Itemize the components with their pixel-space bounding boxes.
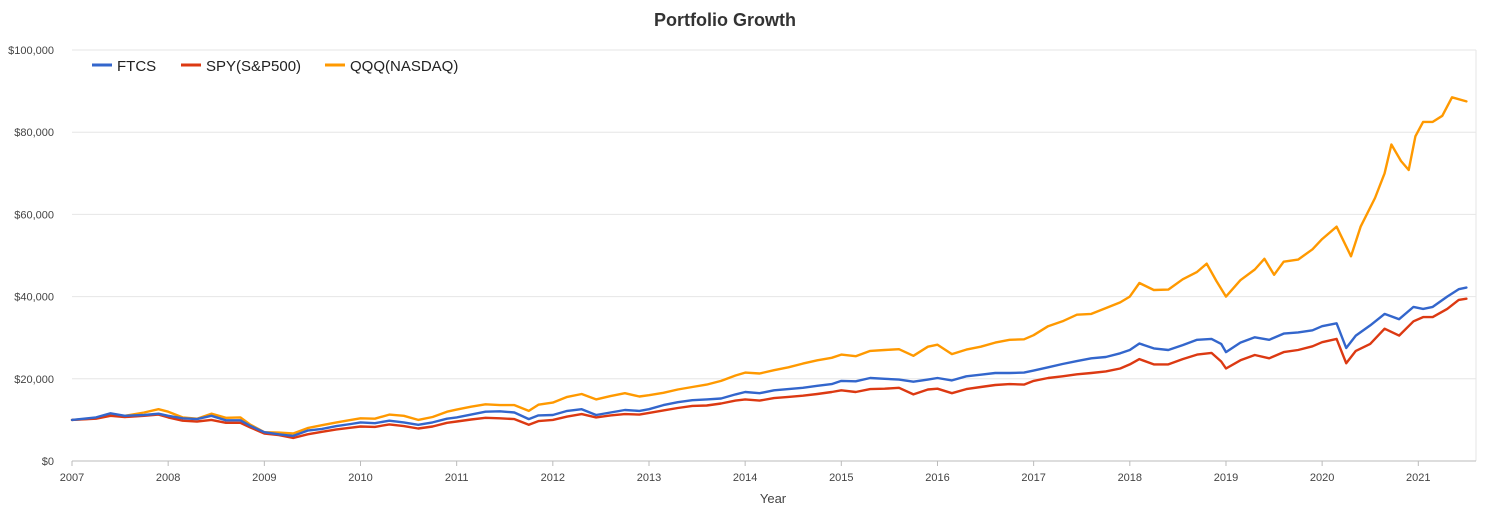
x-tick-label: 2013 — [637, 472, 661, 484]
y-tick-label: $100,000 — [8, 45, 54, 57]
y-tick-label: $0 — [42, 456, 54, 468]
x-tick-label: 2016 — [925, 472, 949, 484]
y-tick-label: $40,000 — [14, 292, 54, 304]
y-tick-label: $60,000 — [14, 209, 54, 221]
x-tick-label: 2015 — [829, 472, 853, 484]
series-lines — [70, 96, 1468, 440]
series-line-qqq-nasdaq — [70, 96, 1468, 435]
x-axis-label: Year — [760, 491, 787, 506]
y-tick-label: $80,000 — [14, 127, 54, 139]
x-tick-label: 2008 — [156, 472, 180, 484]
x-tick-label: 2014 — [733, 472, 757, 484]
x-tick-label: 2011 — [445, 472, 469, 484]
legend: FTCS SPY(S&P500) QQQ(NASDAQ) — [92, 58, 458, 75]
x-tick-label: 2012 — [541, 472, 565, 484]
series-line-ftcs — [70, 286, 1468, 438]
legend-label-ftcs: FTCS — [117, 58, 156, 75]
x-tick-label: 2020 — [1310, 472, 1334, 484]
x-tick-label: 2010 — [348, 472, 372, 484]
x-tick-label: 2009 — [252, 472, 276, 484]
y-tick-label: $20,000 — [14, 374, 54, 386]
x-tick-label: 2017 — [1021, 472, 1045, 484]
gridlines — [72, 49, 1477, 461]
legend-label-spy-s-p500: SPY(S&P500) — [206, 58, 301, 75]
series-line-spy-s-p500 — [70, 297, 1468, 440]
x-tick-label: 2019 — [1214, 472, 1238, 484]
axes: $0 $20,000 $40,000 $60,000 $80,000 $100,000 20… — [8, 45, 1476, 484]
legend-label-qqq-nasdaq: QQQ(NASDAQ) — [350, 58, 458, 75]
chart-title: Portfolio Growth — [654, 10, 796, 30]
x-tick-label: 2007 — [60, 472, 84, 484]
x-tick-label: 2018 — [1118, 472, 1142, 484]
x-tick-label: 2021 — [1406, 472, 1430, 484]
